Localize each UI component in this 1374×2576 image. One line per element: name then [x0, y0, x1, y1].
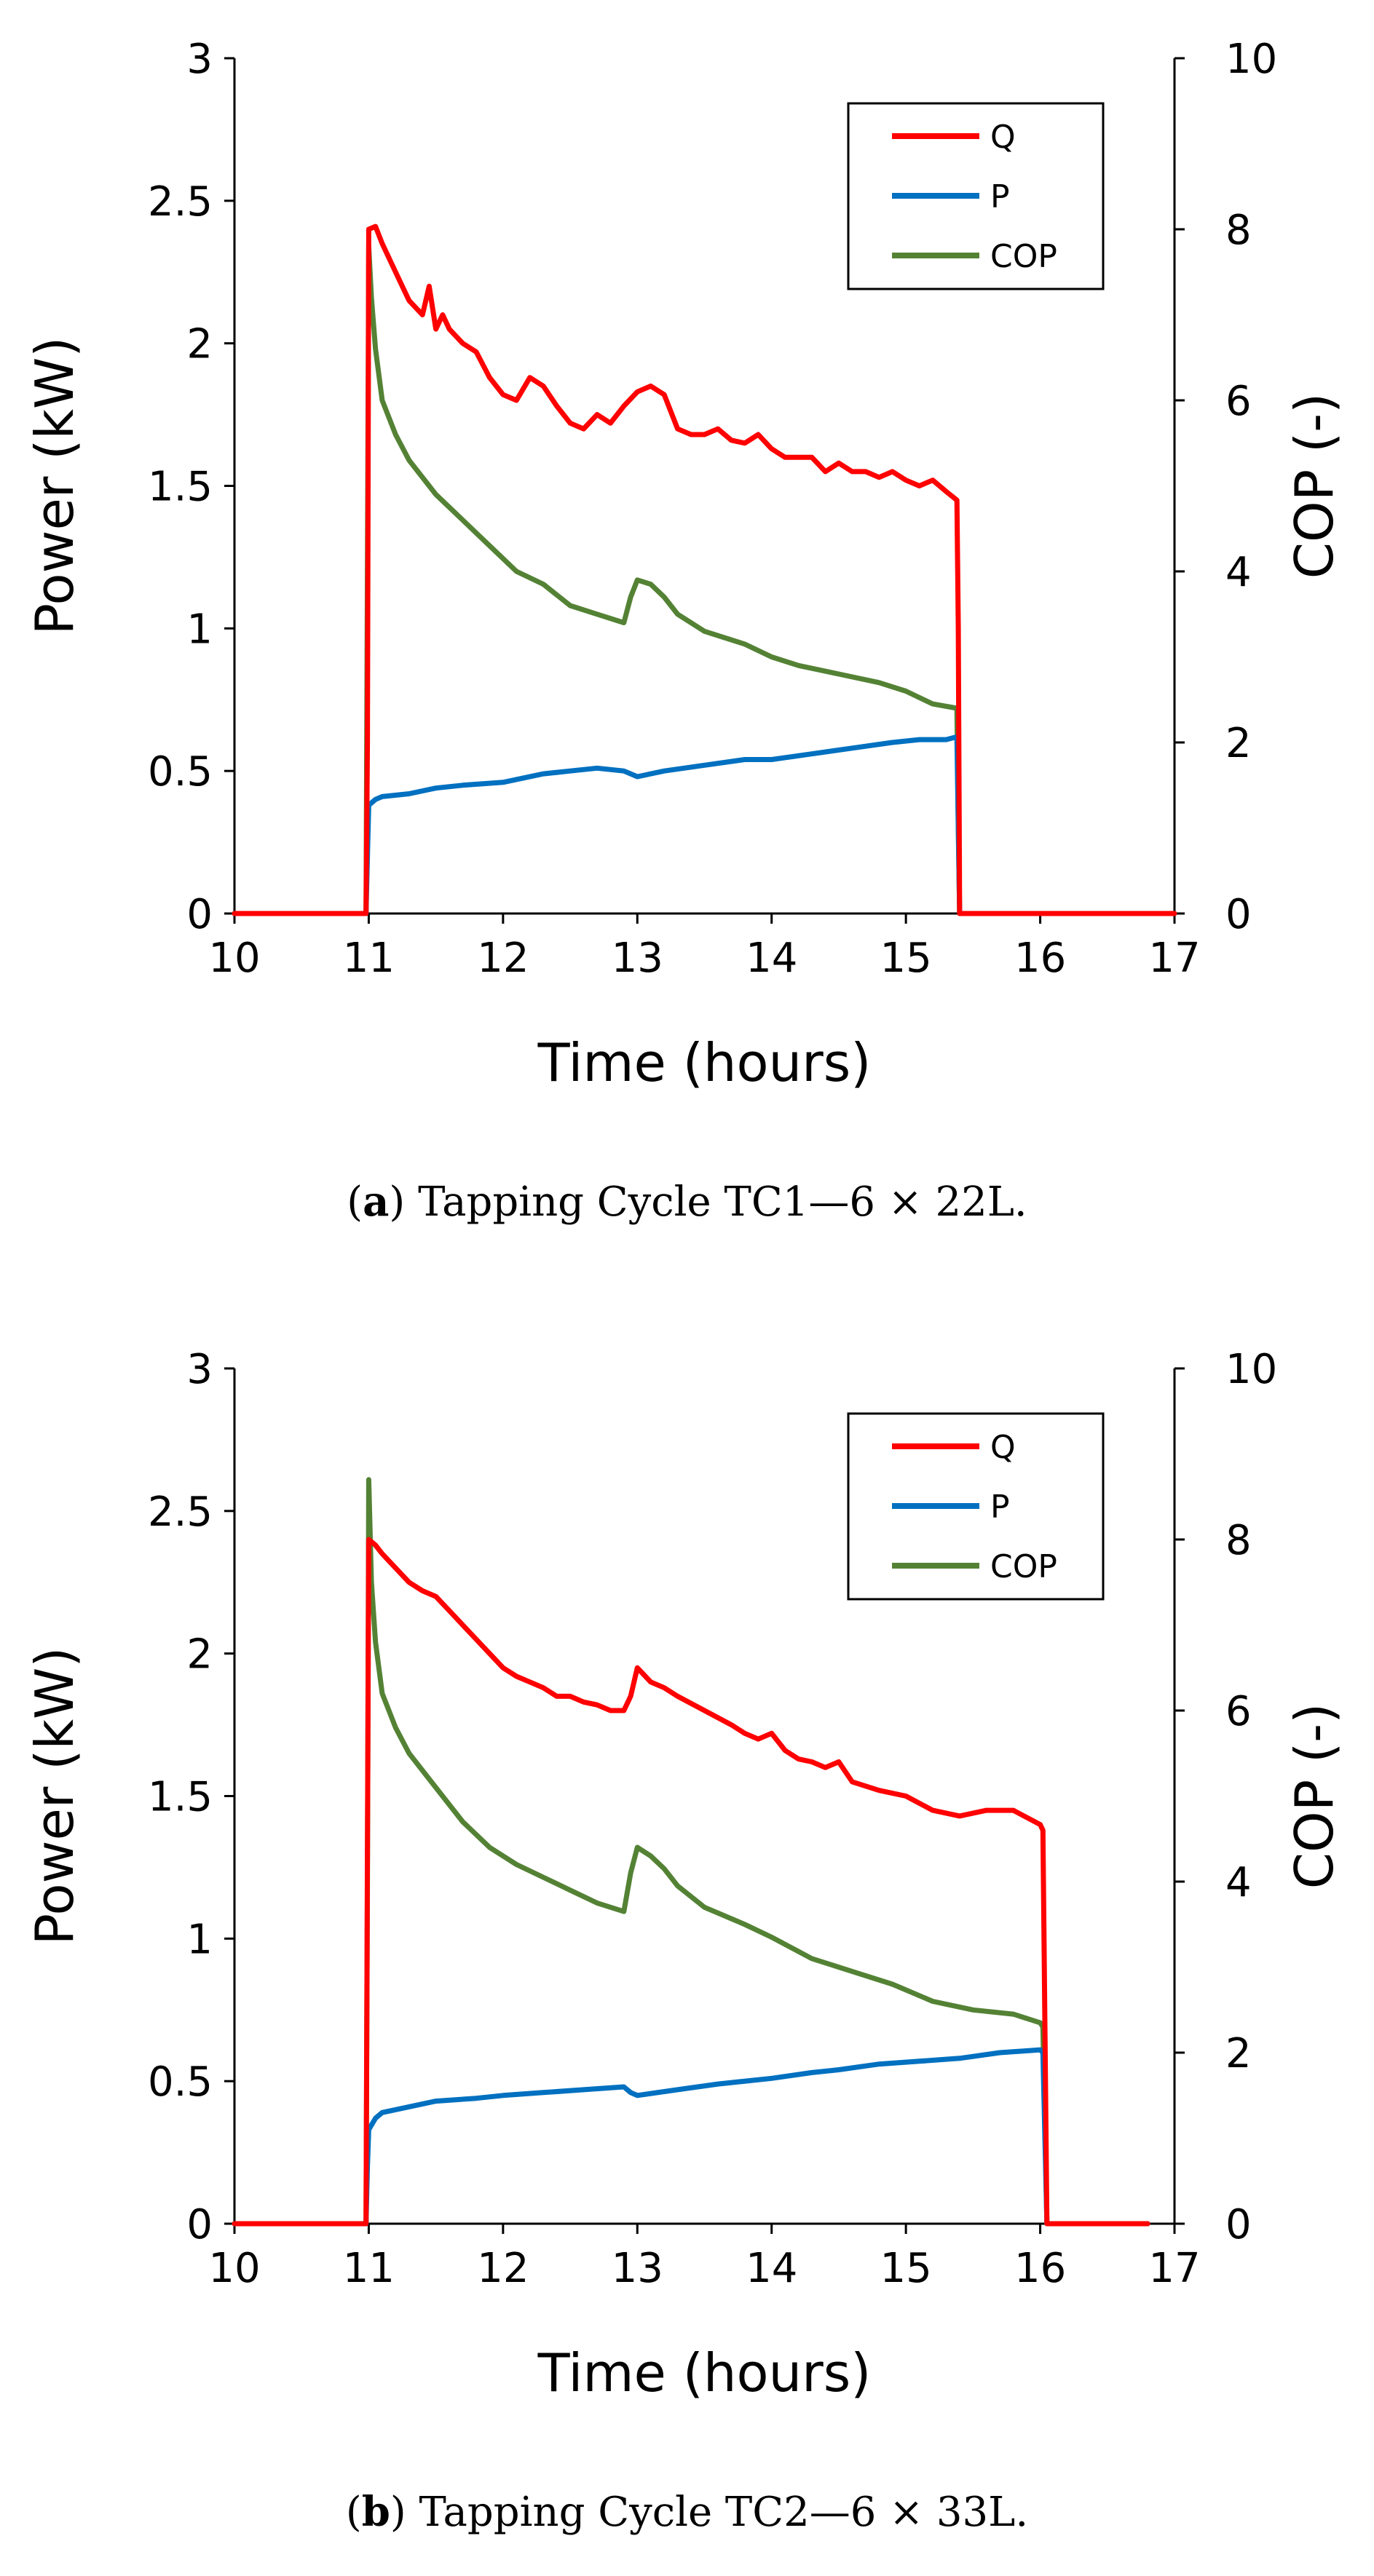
y-tick-label: 3 [186, 36, 213, 83]
y-tick-label: 2.5 [148, 178, 213, 226]
y2-tick-label: 2 [1225, 720, 1252, 767]
y-tick-label: 0 [186, 891, 213, 938]
x-tick-label: 15 [880, 935, 932, 982]
y-axis-title: Power (kW) [24, 1647, 85, 1946]
x-tick-label: 12 [477, 2245, 529, 2292]
y2-tick-label: 4 [1225, 1859, 1252, 1906]
x-tick-label: 13 [612, 2245, 663, 2292]
y-tick-label: 2.5 [148, 1489, 213, 1536]
x-tick-label: 13 [612, 935, 663, 982]
y-tick-label: 2 [186, 321, 213, 368]
y-tick-label: 1.5 [148, 464, 213, 511]
x-tick-label: 16 [1014, 2245, 1066, 2292]
y-tick-label: 0.5 [148, 748, 213, 796]
y-tick-label: 3 [186, 1346, 213, 1393]
legend-label-q: Q [990, 1429, 1016, 1466]
y2-tick-label: 6 [1225, 378, 1252, 425]
y2-tick-label: 0 [1225, 2201, 1252, 2248]
series-line-q [232, 223, 1177, 916]
y2-tick-label: 8 [1225, 207, 1252, 254]
y-tick-label: 0 [186, 2201, 213, 2248]
y-tick-label: 1 [186, 1916, 213, 1963]
y-tick-label: 2 [186, 1631, 213, 1679]
x-tick-label: 10 [208, 935, 260, 982]
x-tick-label: 11 [343, 935, 395, 982]
chart-a: 10 11 12 13 14 15 16 17 0 0.5 1 1.5 2 2.5 3 0 2 4 6 8 10 Time… [24, 36, 1345, 1093]
legend-label-q: Q [990, 119, 1016, 156]
y-tick-label: 0.5 [148, 2058, 213, 2106]
legend-label-cop: COP [990, 238, 1057, 275]
series-line-p [232, 2047, 1150, 2227]
x-tick-label: 14 [746, 2245, 797, 2292]
legend-label-p: P [990, 1489, 1010, 1526]
x-tick-label: 15 [880, 2245, 932, 2292]
y-tick-label: 1 [186, 606, 213, 653]
x-tick-label: 16 [1014, 935, 1066, 982]
series-line-cop [232, 1477, 1150, 2227]
chart-b: 10 11 12 13 14 15 16 17 0 0.5 1 1.5 2 2.5 3 0 2 4 6 8 10 Time… [24, 1346, 1345, 2403]
y2-tick-label: 10 [1225, 1346, 1277, 1393]
y2-tick-label: 10 [1225, 36, 1277, 83]
x-tick-label: 12 [477, 935, 529, 982]
series-line-p [232, 734, 1177, 916]
x-tick-label: 17 [1148, 2245, 1200, 2292]
x-tick-label: 17 [1148, 935, 1200, 982]
y2-tick-label: 4 [1225, 549, 1252, 596]
y2-axis-title: COP (-) [1284, 393, 1345, 579]
x-axis-title: Time (hours) [537, 2342, 872, 2403]
caption-b-text: Tapping Cycle TC2—6 × 33L. [406, 2489, 1029, 2536]
series-line-cop [232, 244, 1177, 916]
y2-tick-label: 2 [1225, 2030, 1252, 2077]
y-axis-title: Power (kW) [24, 337, 85, 635]
series-line-q [232, 1537, 1150, 2227]
y2-axis-title: COP (-) [1284, 1703, 1345, 1889]
caption-b: (b) Tapping Cycle TC2—6 × 33L. [345, 2488, 1029, 2536]
x-axis-title: Time (hours) [537, 1032, 872, 1093]
y2-tick-label: 0 [1225, 891, 1252, 938]
legend-label-cop: COP [990, 1548, 1057, 1585]
y-tick-label: 1.5 [148, 1774, 213, 1821]
caption-a-text: Tapping Cycle TC1—6 × 22L. [405, 1178, 1027, 1226]
y2-tick-label: 8 [1225, 1517, 1252, 1564]
caption-b-label: b [361, 2488, 390, 2536]
x-tick-label: 10 [208, 2245, 260, 2292]
legend-label-p: P [990, 178, 1010, 215]
x-tick-label: 11 [343, 2245, 395, 2292]
caption-a: (a) Tapping Cycle TC1—6 × 22L. [347, 1178, 1027, 1226]
caption-a-label: a [363, 1178, 390, 1226]
x-tick-label: 14 [746, 935, 797, 982]
y2-tick-label: 6 [1225, 1688, 1252, 1735]
